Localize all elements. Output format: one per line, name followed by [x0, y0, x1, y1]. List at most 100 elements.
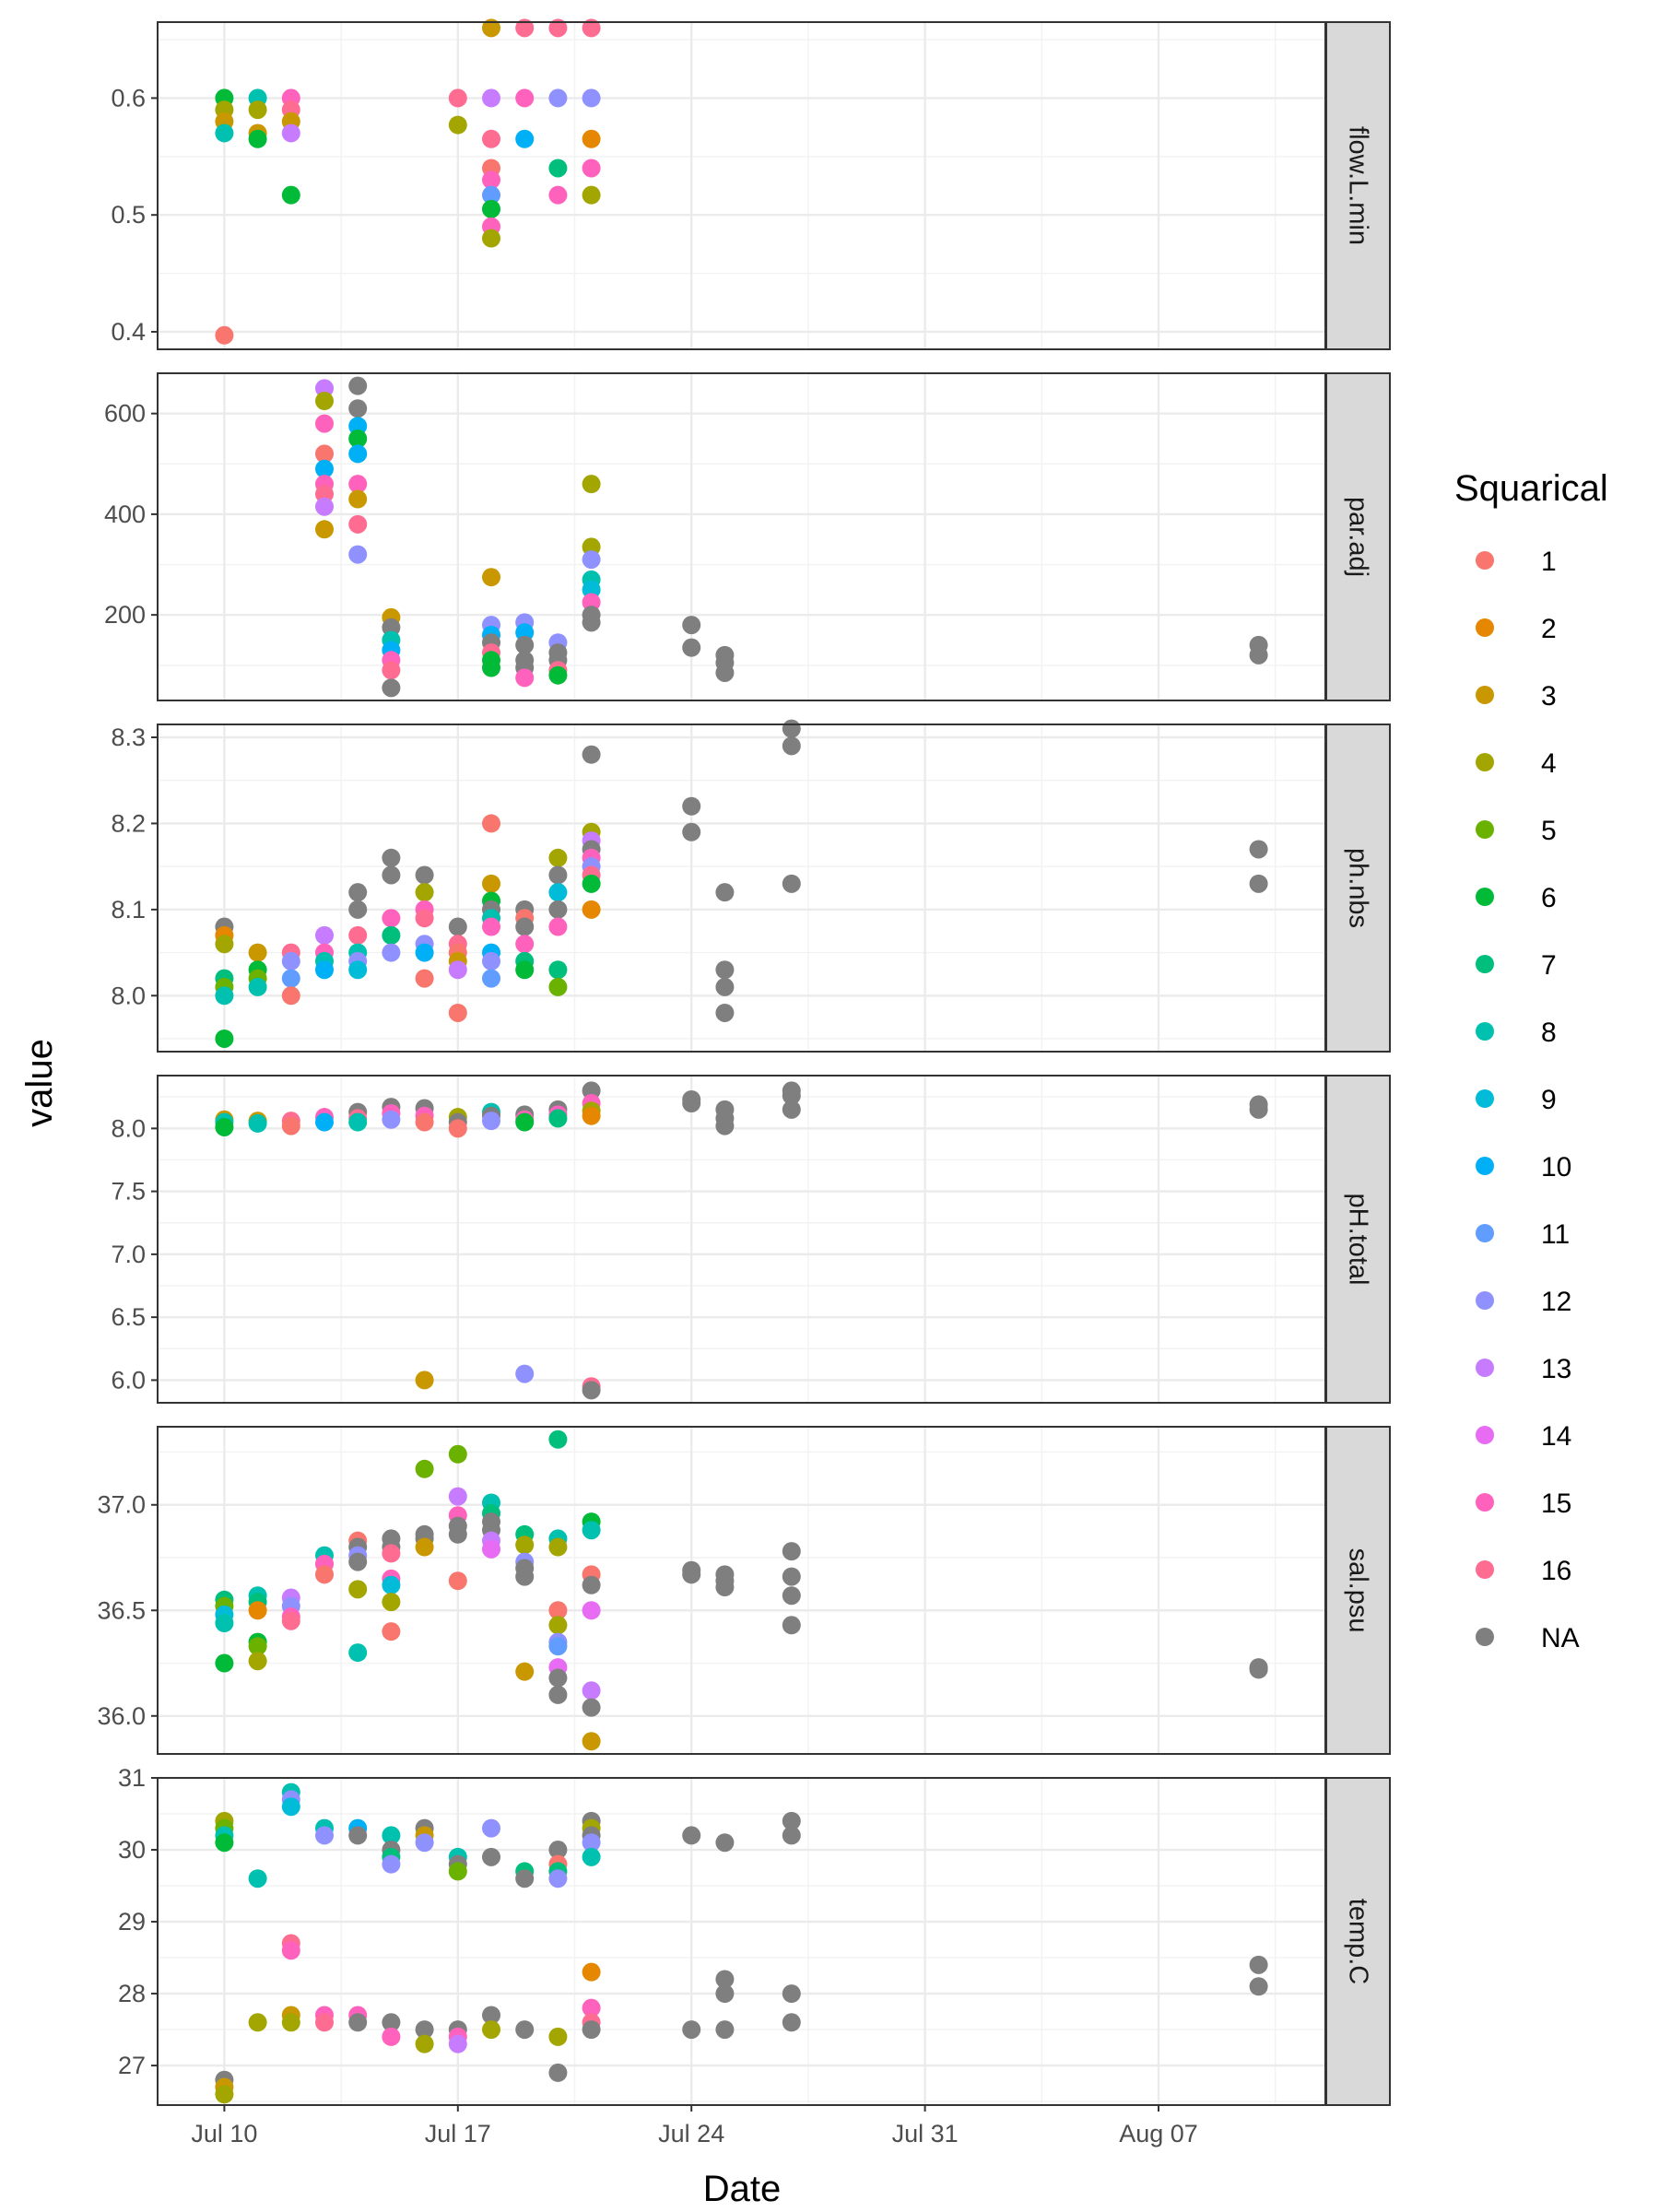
data-point	[315, 459, 334, 478]
legend-key	[1476, 1291, 1494, 1310]
data-point	[1249, 840, 1268, 859]
legend-label: 4	[1541, 748, 1557, 779]
data-point	[348, 883, 368, 902]
data-point	[315, 520, 334, 539]
data-point	[248, 1113, 267, 1133]
data-point	[515, 1869, 535, 1888]
data-point	[582, 1847, 601, 1866]
y-tick-label: 8.3	[111, 724, 146, 751]
legend-key	[1476, 1224, 1494, 1242]
data-point	[248, 100, 267, 120]
panel-background	[158, 22, 1325, 349]
legend-key	[1476, 1628, 1494, 1646]
data-point	[715, 1578, 735, 1597]
data-point	[482, 1847, 500, 1866]
data-point	[448, 1487, 467, 1506]
data-point	[515, 1364, 535, 1383]
y-tick-label: 200	[104, 601, 146, 629]
data-point	[281, 951, 300, 971]
data-point	[315, 1826, 334, 1845]
data-point	[281, 124, 300, 143]
data-point	[482, 185, 500, 205]
data-point	[348, 376, 368, 395]
data-point	[548, 865, 568, 885]
data-point	[582, 1575, 601, 1594]
legend-item: 12	[1476, 1287, 1571, 1317]
panel-par-adj: 200 400 600 par.adj	[104, 372, 1391, 701]
y-tick-label: 0.4	[111, 318, 146, 346]
data-point	[215, 124, 234, 143]
data-point	[448, 1862, 467, 1881]
y-tick-label: 6.0	[111, 1366, 146, 1394]
data-point	[582, 1698, 601, 1717]
data-point	[248, 977, 267, 996]
data-point	[315, 1565, 334, 1584]
data-point	[515, 917, 535, 936]
data-point	[215, 1029, 234, 1048]
data-point	[582, 475, 601, 494]
data-point	[348, 514, 368, 534]
x-axis-title: Date	[703, 2169, 782, 2209]
data-point	[382, 1575, 401, 1594]
data-point	[248, 1652, 267, 1671]
legend-key	[1476, 753, 1494, 771]
data-point	[315, 392, 334, 411]
data-point	[382, 1622, 401, 1641]
data-point	[1249, 874, 1268, 893]
legend-label: 16	[1541, 1556, 1571, 1586]
data-point	[482, 951, 500, 971]
data-point	[715, 2020, 735, 2040]
data-point	[782, 874, 801, 893]
panel-background	[158, 724, 1325, 1052]
legend-label: 7	[1541, 950, 1557, 981]
data-point	[682, 638, 701, 657]
data-point	[682, 616, 701, 635]
panel-ph-nbs: 8.0 8.1 8.2 8.3 ph.nbs	[111, 719, 1391, 1053]
data-point	[715, 663, 735, 682]
legend-key	[1476, 1359, 1494, 1377]
y-tick-label: 7.0	[111, 1241, 146, 1268]
data-point	[315, 497, 334, 516]
data-point	[715, 1116, 735, 1135]
data-point	[215, 1117, 234, 1136]
data-point	[448, 917, 467, 936]
data-point	[348, 2013, 368, 2032]
data-point	[582, 1521, 601, 1540]
data-point	[548, 900, 568, 919]
data-point	[482, 18, 500, 38]
data-point	[482, 969, 500, 988]
data-point	[382, 2013, 401, 2032]
legend-key	[1476, 686, 1494, 704]
y-tick-label: 36.5	[97, 1596, 146, 1624]
x-tick-label: Jul 10	[191, 2120, 257, 2147]
data-point	[215, 1653, 234, 1673]
data-point	[1249, 1660, 1268, 1679]
data-point	[482, 2020, 500, 2040]
data-point	[382, 925, 401, 945]
data-point	[415, 2020, 434, 2040]
data-point	[715, 1984, 735, 2004]
data-point	[448, 960, 467, 980]
data-point	[382, 1593, 401, 1612]
data-point	[348, 925, 368, 945]
legend-label: 5	[1541, 816, 1557, 846]
data-point	[782, 719, 801, 738]
data-point	[281, 1941, 300, 1960]
data-point	[215, 325, 234, 345]
legend-label: 12	[1541, 1287, 1571, 1317]
data-point	[248, 2013, 267, 2032]
data-point	[582, 2020, 601, 2040]
data-point	[715, 1003, 735, 1022]
panel-background	[158, 1427, 1325, 1754]
data-point	[782, 1100, 801, 1119]
data-point	[315, 1112, 334, 1132]
data-point	[281, 969, 300, 988]
data-point	[348, 1552, 368, 1571]
y-tick-label: 6.5	[111, 1303, 146, 1331]
y-tick-label: 37.0	[97, 1491, 146, 1519]
x-tick-label: Jul 31	[892, 2120, 959, 2147]
data-point	[382, 678, 401, 698]
data-point	[348, 545, 368, 564]
facet-panels: 0.40.50.6flow.L.min200400600par.adj8.08.…	[97, 18, 1391, 2106]
